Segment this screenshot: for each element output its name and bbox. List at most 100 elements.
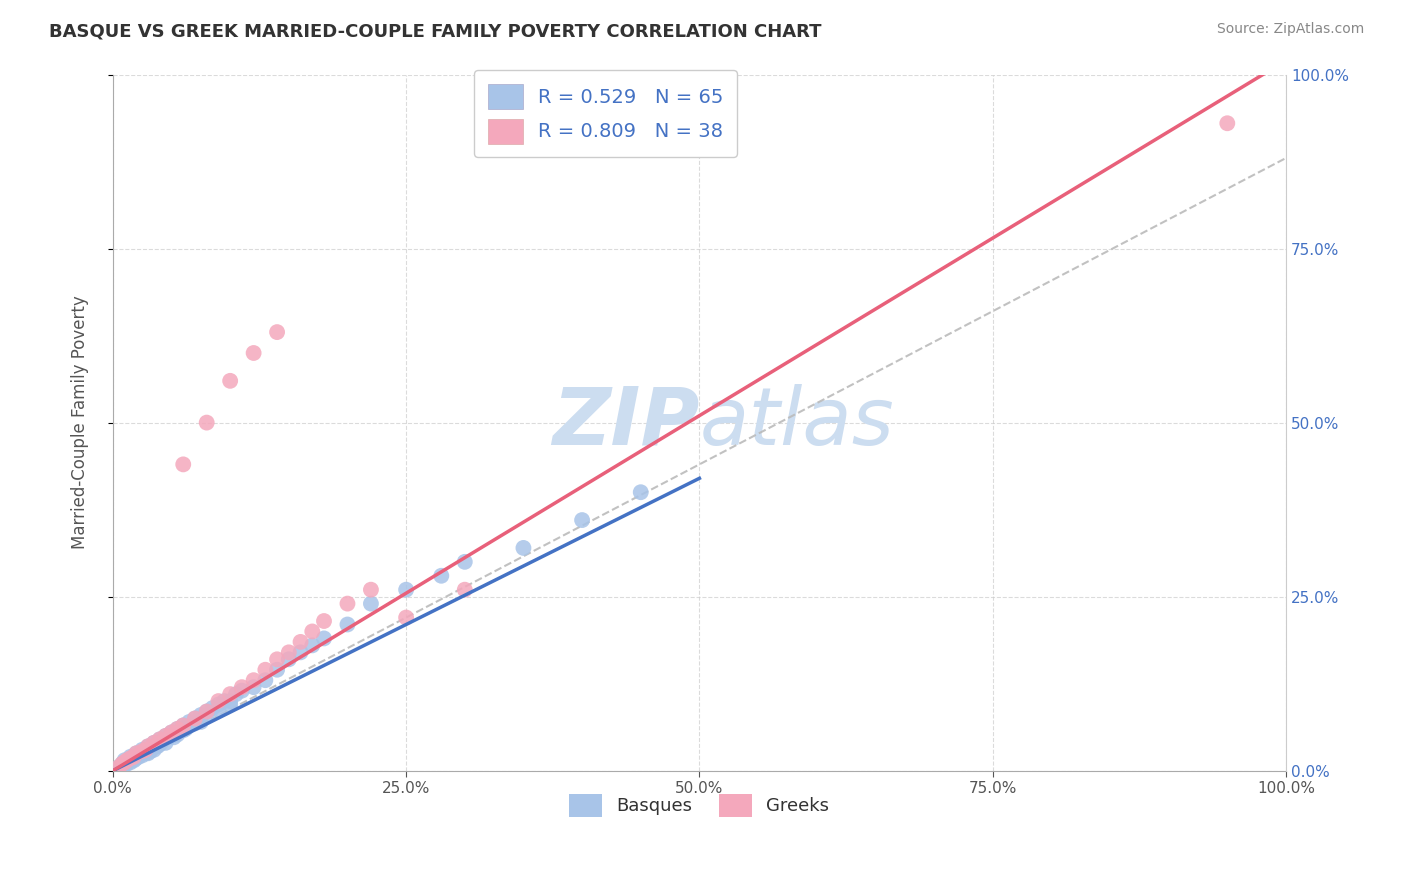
Text: ZIP: ZIP xyxy=(553,384,699,461)
Point xyxy=(131,748,153,763)
Point xyxy=(114,753,136,767)
Point xyxy=(219,698,242,712)
Point xyxy=(107,760,129,774)
Point xyxy=(219,687,242,701)
Point xyxy=(254,663,277,677)
Point xyxy=(454,582,477,597)
Point xyxy=(231,683,253,698)
Point xyxy=(160,725,183,739)
Point xyxy=(142,736,165,750)
Point xyxy=(136,743,159,757)
Point xyxy=(120,749,142,764)
Text: atlas: atlas xyxy=(699,384,894,461)
Point xyxy=(207,698,229,712)
Point xyxy=(155,729,177,743)
Point xyxy=(214,694,236,708)
Point xyxy=(254,673,277,688)
Point xyxy=(630,485,652,500)
Point xyxy=(163,731,186,745)
Point xyxy=(454,555,477,569)
Point xyxy=(125,746,148,760)
Point xyxy=(242,673,264,688)
Y-axis label: Married-Couple Family Poverty: Married-Couple Family Poverty xyxy=(72,296,89,549)
Point xyxy=(114,756,136,770)
Point xyxy=(146,739,169,754)
Point xyxy=(136,739,159,754)
Point xyxy=(184,711,207,725)
Point xyxy=(571,513,593,527)
Point xyxy=(395,610,418,624)
Point xyxy=(177,714,200,729)
Point xyxy=(142,736,165,750)
Point xyxy=(219,374,242,388)
Point xyxy=(160,729,183,743)
Point xyxy=(136,739,159,754)
Point xyxy=(225,687,247,701)
Point xyxy=(135,746,157,760)
Point xyxy=(155,729,177,743)
Point xyxy=(242,346,264,360)
Point xyxy=(166,722,188,736)
Point xyxy=(195,705,218,719)
Point xyxy=(172,458,194,472)
Point xyxy=(395,582,418,597)
Point xyxy=(136,746,159,760)
Point xyxy=(312,614,335,628)
Point xyxy=(172,718,194,732)
Point xyxy=(111,756,134,771)
Point xyxy=(190,714,212,729)
Point xyxy=(184,711,207,725)
Text: Source: ZipAtlas.com: Source: ZipAtlas.com xyxy=(1216,22,1364,37)
Point xyxy=(149,732,172,747)
Point xyxy=(290,645,312,659)
Point xyxy=(114,758,136,772)
Point xyxy=(155,736,177,750)
Point xyxy=(166,727,188,741)
Point xyxy=(207,702,229,716)
Point xyxy=(195,709,218,723)
Point xyxy=(120,756,142,770)
Point xyxy=(190,708,212,723)
Point xyxy=(266,325,288,339)
Point xyxy=(195,705,218,719)
Point xyxy=(301,639,323,653)
Point xyxy=(149,736,172,750)
Point xyxy=(184,716,207,731)
Point xyxy=(201,701,224,715)
Point xyxy=(149,737,172,751)
Point xyxy=(115,753,138,767)
Point xyxy=(360,582,382,597)
Point xyxy=(172,723,194,738)
Point xyxy=(266,663,288,677)
Point xyxy=(131,744,153,758)
Point xyxy=(128,749,150,764)
Point xyxy=(277,652,299,666)
Point xyxy=(301,624,323,639)
Point xyxy=(166,722,188,736)
Point xyxy=(242,680,264,694)
Point xyxy=(312,632,335,646)
Point xyxy=(195,416,218,430)
Point xyxy=(174,722,197,736)
Point xyxy=(160,725,183,739)
Point xyxy=(290,635,312,649)
Point xyxy=(122,753,145,767)
Point xyxy=(207,694,229,708)
Point xyxy=(336,617,359,632)
Legend: Basques, Greeks: Basques, Greeks xyxy=(562,787,837,824)
Point xyxy=(131,743,153,757)
Point xyxy=(360,597,382,611)
Point xyxy=(125,751,148,765)
Point xyxy=(107,760,129,774)
Point xyxy=(111,756,134,771)
Point xyxy=(115,756,138,771)
Point xyxy=(231,680,253,694)
Point xyxy=(1216,116,1239,130)
Point xyxy=(122,749,145,764)
Point xyxy=(336,597,359,611)
Text: BASQUE VS GREEK MARRIED-COUPLE FAMILY POVERTY CORRELATION CHART: BASQUE VS GREEK MARRIED-COUPLE FAMILY PO… xyxy=(49,22,821,40)
Point xyxy=(120,751,142,765)
Point xyxy=(430,568,453,582)
Point xyxy=(150,734,173,748)
Point xyxy=(277,645,299,659)
